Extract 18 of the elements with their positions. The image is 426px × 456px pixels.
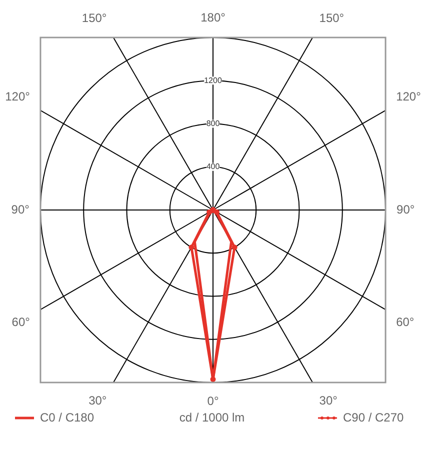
- spoke-label: 30°: [88, 394, 107, 408]
- y-tick-label: 800: [206, 118, 220, 128]
- spoke-label: 180°: [200, 10, 226, 25]
- spoke-label: 150°: [82, 11, 107, 26]
- spoke-label: 90°: [396, 202, 415, 216]
- spoke-label: 0°: [207, 394, 219, 408]
- y-tick-label: 400: [206, 162, 220, 172]
- y-tick-label: 1200: [204, 76, 222, 85]
- legend-label: C90 / C270: [343, 410, 404, 424]
- text: cd / 1000 lm: [179, 410, 245, 424]
- spoke-label: 120°: [396, 89, 422, 104]
- spoke-label: 60°: [396, 315, 414, 330]
- spoke-label: 150°: [319, 11, 344, 26]
- spoke-label: 30°: [319, 394, 338, 408]
- spoke-label: 120°: [5, 89, 30, 104]
- spoke-label: 90°: [11, 202, 30, 216]
- spoke-label: 60°: [12, 315, 30, 330]
- legend-label: C0 / C180: [40, 410, 94, 424]
